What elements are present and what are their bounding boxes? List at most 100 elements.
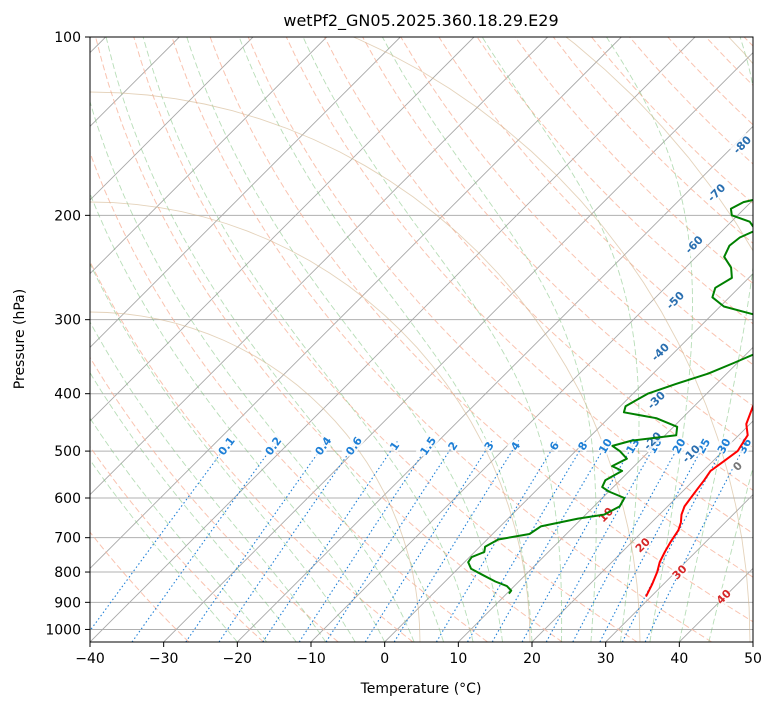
- dry-adiabat-label-bg: [662, 287, 688, 313]
- x-axis-label: Temperature (°C): [360, 681, 482, 697]
- plot-frame: [89, 36, 754, 643]
- mixing-ratio-line: [545, 440, 659, 642]
- moist-adiabat-line: [481, 37, 640, 642]
- moist-adiabat-line: [90, 371, 297, 642]
- dry-adiabat-line: [514, 37, 753, 285]
- moist-adiabat-line: [90, 262, 356, 642]
- moist-label-bg: [713, 586, 734, 607]
- dry-adiabat-line: [209, 37, 753, 623]
- sounding-series: [467, 198, 753, 598]
- dry-adiabat-label-bg: [639, 427, 665, 453]
- isotherm-line: [605, 494, 753, 642]
- y-tick-label: 500: [54, 444, 81, 460]
- isotherm-line: [384, 273, 753, 642]
- mixing-ratio-label-bg: [310, 432, 335, 459]
- mixing-ratio-line: [572, 440, 683, 642]
- moist-adiabat-line: [678, 37, 753, 642]
- x-tick-label: 40: [670, 651, 688, 667]
- y-tick-label: 400: [54, 387, 81, 403]
- mixing-ratio-line: [364, 440, 493, 642]
- mixing-ratio-line: [325, 440, 457, 642]
- dry-adiabat-line: [400, 37, 753, 407]
- mixing-ratio-line: [435, 440, 558, 642]
- mixing-ratio-label-bg: [386, 438, 402, 453]
- dry-adiabat-line: [90, 531, 190, 642]
- moist-adiabat-line: [382, 37, 597, 642]
- moist-adiabat-line: [105, 37, 445, 642]
- isotherm-line: [90, 37, 254, 201]
- x-tick-label: −30: [149, 651, 179, 667]
- x-tick-label: 50: [744, 651, 762, 667]
- mixing-ratio-label-bg: [341, 432, 366, 459]
- dry-adiabat-line: [171, 37, 712, 642]
- moist-label-bg: [632, 534, 653, 555]
- dry-adiabat-label-bg: [729, 131, 753, 157]
- mixing-ratio-line: [262, 440, 399, 642]
- dry-adiabat-label-bg: [729, 458, 745, 474]
- mixing-ratio-label-bg: [213, 432, 238, 459]
- x-tick-label: 20: [523, 651, 541, 667]
- isotherm-line: [90, 37, 622, 569]
- x-axis-ticks: −40 −30 −20 −10 0 10 20 30 40 50: [75, 642, 762, 667]
- mixing-ratio-line: [298, 440, 432, 642]
- isotherm-line: [90, 37, 401, 348]
- x-tick-label: −20: [223, 651, 253, 667]
- dry-adiabat-label-bg: [643, 387, 669, 413]
- dry-adiabat-line: [362, 37, 753, 449]
- thermal-arc-line: [90, 201, 531, 642]
- mixing-ratio-line: [185, 440, 328, 642]
- dry-adiabat-label-bg: [680, 231, 706, 257]
- moist-adiabat-line: [142, 37, 474, 642]
- mixing-ratio-label-bg: [260, 432, 285, 459]
- dry-adiabat-line: [90, 260, 414, 642]
- moist-adiabat-line: [302, 37, 563, 642]
- dewpoint-profile-line: [467, 198, 753, 595]
- mixing-ratio-label-bg: [480, 438, 497, 453]
- mixing-ratio-label: 36: [736, 436, 755, 456]
- mixing-ratio-label-group: 36: [734, 435, 755, 456]
- dry-adiabat-line: [90, 445, 264, 642]
- x-tick-label: −10: [296, 651, 326, 667]
- mixing-ratio-line: [521, 440, 637, 642]
- x-tick-label: 0: [380, 651, 389, 667]
- mixing-ratio-label-bg: [574, 438, 591, 453]
- dry-adiabat-line: [95, 37, 563, 642]
- y-tick-label: 900: [54, 595, 81, 611]
- mixing-ratio-label-bg: [444, 438, 461, 453]
- mixing-ratio-line: [644, 440, 748, 642]
- mixing-ratio-label-bg: [713, 435, 733, 456]
- dry-adiabat-label-bg: [647, 339, 673, 365]
- moist-adiabat-line: [90, 192, 386, 642]
- pressure-gridlines: [90, 37, 753, 630]
- dry-adiabat-line: [247, 37, 753, 578]
- chart-title: wetPf2_GN05.2025.360.18.29.E29: [283, 11, 558, 31]
- y-tick-label: 1000: [45, 622, 81, 638]
- y-tick-label: 300: [54, 313, 81, 329]
- isotherm-line: [90, 37, 548, 496]
- moist-label-bg: [668, 561, 690, 582]
- y-tick-label: 200: [54, 208, 81, 224]
- y-tick-label: 800: [54, 565, 81, 581]
- dry-adiabat-label-bg: [703, 179, 729, 205]
- isotherm-line: [90, 37, 327, 275]
- isotherm-line: [90, 37, 475, 422]
- moist-adiabat-line: [90, 100, 415, 642]
- dry-adiabat-line: [438, 37, 753, 366]
- mixing-ratio-line: [131, 440, 278, 642]
- mixing-ratio-label-bg: [415, 432, 440, 459]
- thermal-arc-line: [90, 311, 421, 642]
- y-tick-label: 100: [54, 30, 81, 46]
- dry-adiabat-label-bg: [678, 440, 704, 466]
- isotherm-line: [163, 52, 753, 642]
- dry-adiabat-line: [90, 356, 339, 642]
- y-tick-label: 700: [54, 531, 81, 547]
- moist-adiabat-line: [90, 459, 238, 642]
- y-axis-ticks: 100 200 300 400 500 600 700 800 900 1000: [45, 30, 90, 638]
- mixing-ratio-line: [393, 440, 520, 642]
- moist-adiabat-line: [186, 37, 503, 642]
- mixing-ratio-label-bg: [668, 435, 688, 456]
- x-tick-label: 10: [449, 651, 467, 667]
- dry-adiabat-line: [133, 37, 638, 642]
